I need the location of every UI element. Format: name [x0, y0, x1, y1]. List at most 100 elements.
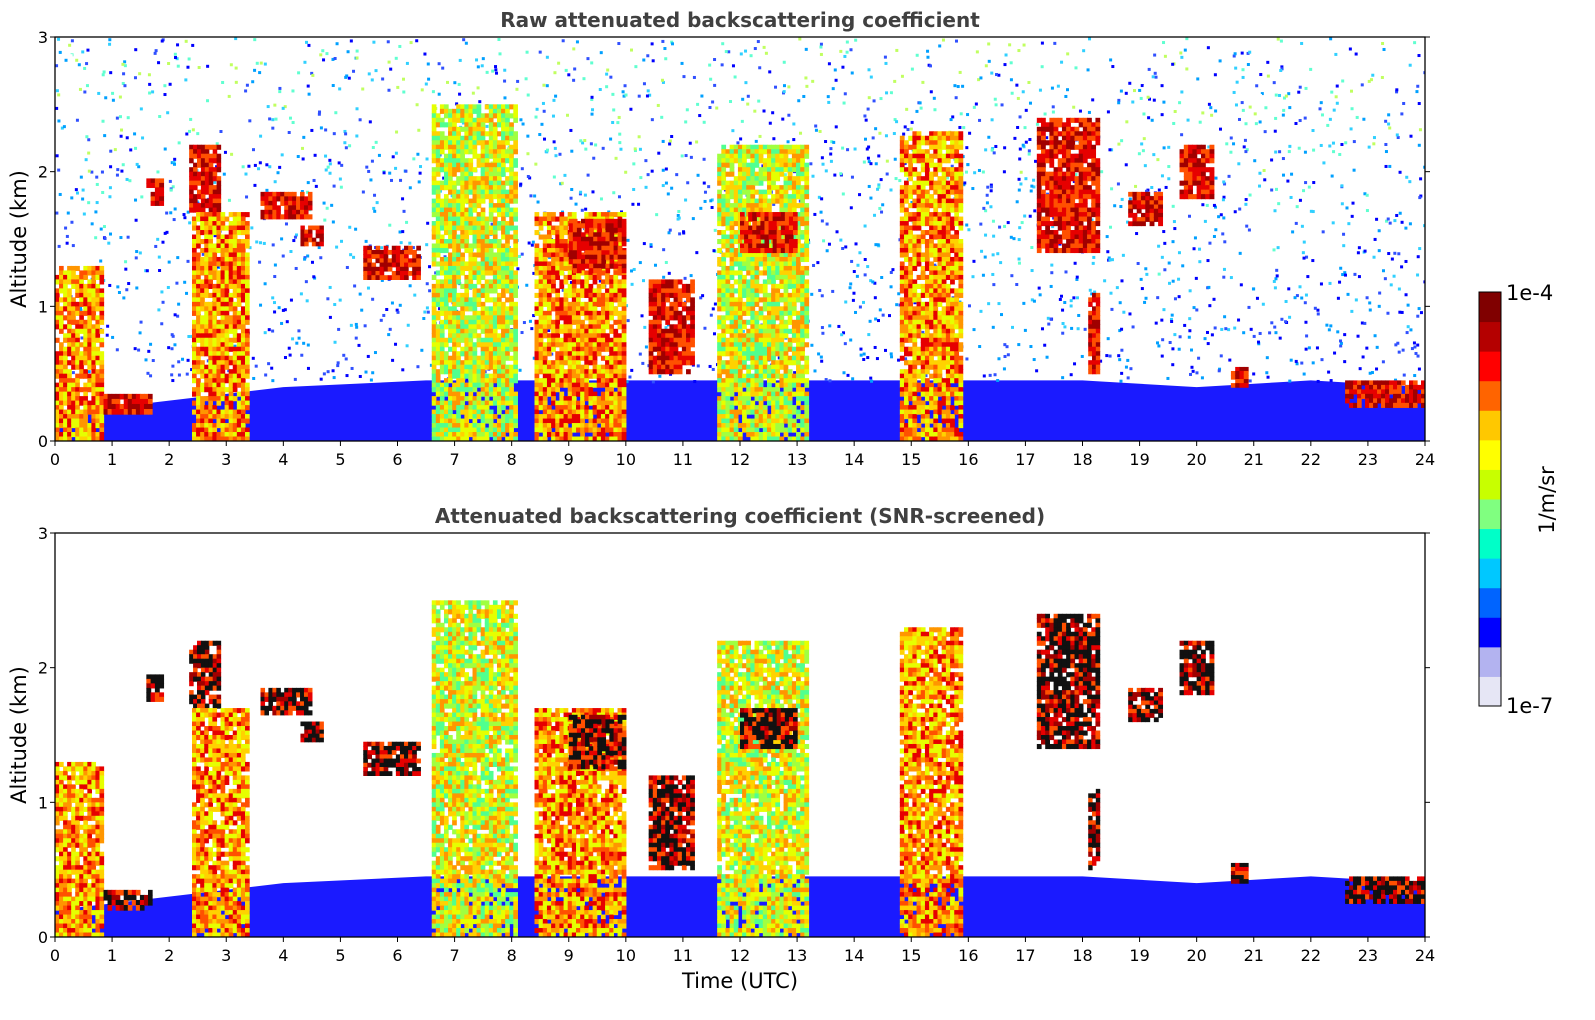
cloud-cell: [300, 233, 305, 239]
noise-pixel: [1116, 182, 1120, 186]
noise-pixel: [331, 57, 335, 61]
noise-pixel: [1080, 354, 1084, 358]
cloud-cell: [216, 436, 222, 441]
noise-pixel: [684, 154, 688, 158]
noise-pixel: [843, 342, 847, 346]
cloud-cell: [196, 162, 202, 168]
cloud-cell: [240, 364, 246, 370]
noise-pixel: [370, 159, 374, 163]
cloud-cell: [220, 328, 226, 334]
cloud-cell: [83, 360, 88, 366]
cloud-cell: [208, 319, 213, 325]
noise-pixel: [978, 345, 982, 349]
cloud-cell: [472, 144, 478, 150]
cloud-cell: [245, 319, 250, 325]
noise-pixel: [664, 260, 668, 264]
cloud-cell: [484, 436, 490, 441]
cloud-cell: [75, 333, 80, 339]
cloud-cell: [488, 306, 494, 312]
noise-pixel: [333, 56, 337, 60]
noise-pixel: [590, 95, 594, 99]
cloud-cell: [488, 144, 494, 150]
cloud-cell: [472, 310, 478, 316]
noise-pixel: [302, 341, 306, 345]
noise-pixel: [373, 351, 377, 355]
noise-pixel: [999, 261, 1003, 265]
cloud-cell: [488, 140, 494, 146]
cloud-cell: [204, 203, 210, 209]
noise-pixel: [684, 120, 688, 124]
noise-pixel: [1167, 177, 1171, 181]
noise-pixel: [987, 42, 991, 46]
cloud-cell: [460, 230, 465, 236]
noise-pixel: [1307, 185, 1311, 189]
noise-pixel: [1153, 53, 1157, 57]
cloud-cell: [103, 393, 109, 400]
cloud-cell: [236, 221, 242, 227]
cloud-cell: [236, 333, 242, 339]
noise-pixel: [1135, 232, 1139, 236]
noise-pixel: [825, 222, 829, 226]
cloud-cell: [476, 140, 482, 146]
noise-pixel: [428, 289, 432, 293]
noise-pixel: [99, 259, 103, 263]
noise-pixel: [965, 223, 969, 227]
cloud-cell: [79, 396, 84, 402]
noise-pixel: [1069, 373, 1073, 377]
cloud-cell: [431, 346, 437, 352]
noise-pixel: [1258, 184, 1262, 188]
cloud-cell: [131, 398, 137, 405]
noise-pixel: [1117, 142, 1121, 146]
noise-pixel: [355, 325, 359, 329]
cloud-cell: [456, 261, 461, 267]
noise-pixel: [1373, 334, 1377, 338]
cloud-cell: [484, 270, 490, 276]
noise-pixel: [1294, 121, 1298, 125]
cloud-cell: [67, 391, 72, 397]
cloud-cell: [448, 122, 453, 128]
cloud-cell: [245, 333, 250, 339]
noise-pixel: [1028, 214, 1032, 218]
cloud-cell: [464, 418, 470, 424]
noise-pixel: [953, 84, 957, 88]
cloud-cell: [443, 432, 449, 438]
cloud-cell: [476, 373, 482, 379]
cloud-cell: [431, 274, 437, 280]
cloud-cell: [119, 393, 125, 400]
cloud-cell: [472, 225, 478, 231]
cloud-cell: [208, 189, 214, 195]
noise-pixel: [1140, 287, 1144, 291]
cloud-cell: [412, 266, 417, 272]
noise-pixel: [928, 64, 932, 68]
noise-pixel: [1016, 96, 1020, 100]
cloud-cell: [452, 158, 457, 164]
noise-pixel: [169, 211, 173, 215]
noise-pixel: [1157, 344, 1161, 348]
cloud-cell: [484, 364, 490, 370]
noise-pixel: [538, 50, 542, 54]
noise-pixel: [1414, 351, 1418, 355]
noise-pixel: [820, 156, 824, 160]
noise-pixel: [981, 170, 985, 174]
noise-pixel: [590, 61, 594, 65]
cloud-cell: [240, 297, 246, 303]
cloud-cell: [484, 140, 490, 146]
cloud-cell: [439, 135, 445, 141]
cloud-cell: [452, 364, 457, 370]
cloud-cell: [63, 301, 68, 307]
noise-pixel: [581, 141, 585, 145]
noise-pixel: [787, 113, 791, 117]
noise-pixel: [821, 331, 825, 335]
noise-pixel: [1278, 150, 1282, 154]
cloud-cell: [200, 324, 205, 330]
noise-pixel: [171, 364, 175, 368]
cloud-cell: [228, 382, 234, 388]
cloud-cell: [208, 369, 213, 375]
cloud-cell: [59, 436, 64, 441]
cloud-cell: [196, 180, 202, 186]
noise-pixel: [1328, 144, 1332, 148]
cloud-cell: [431, 301, 437, 307]
noise-pixel: [415, 39, 419, 43]
noise-pixel: [123, 84, 127, 88]
cloud-cell: [488, 373, 494, 379]
